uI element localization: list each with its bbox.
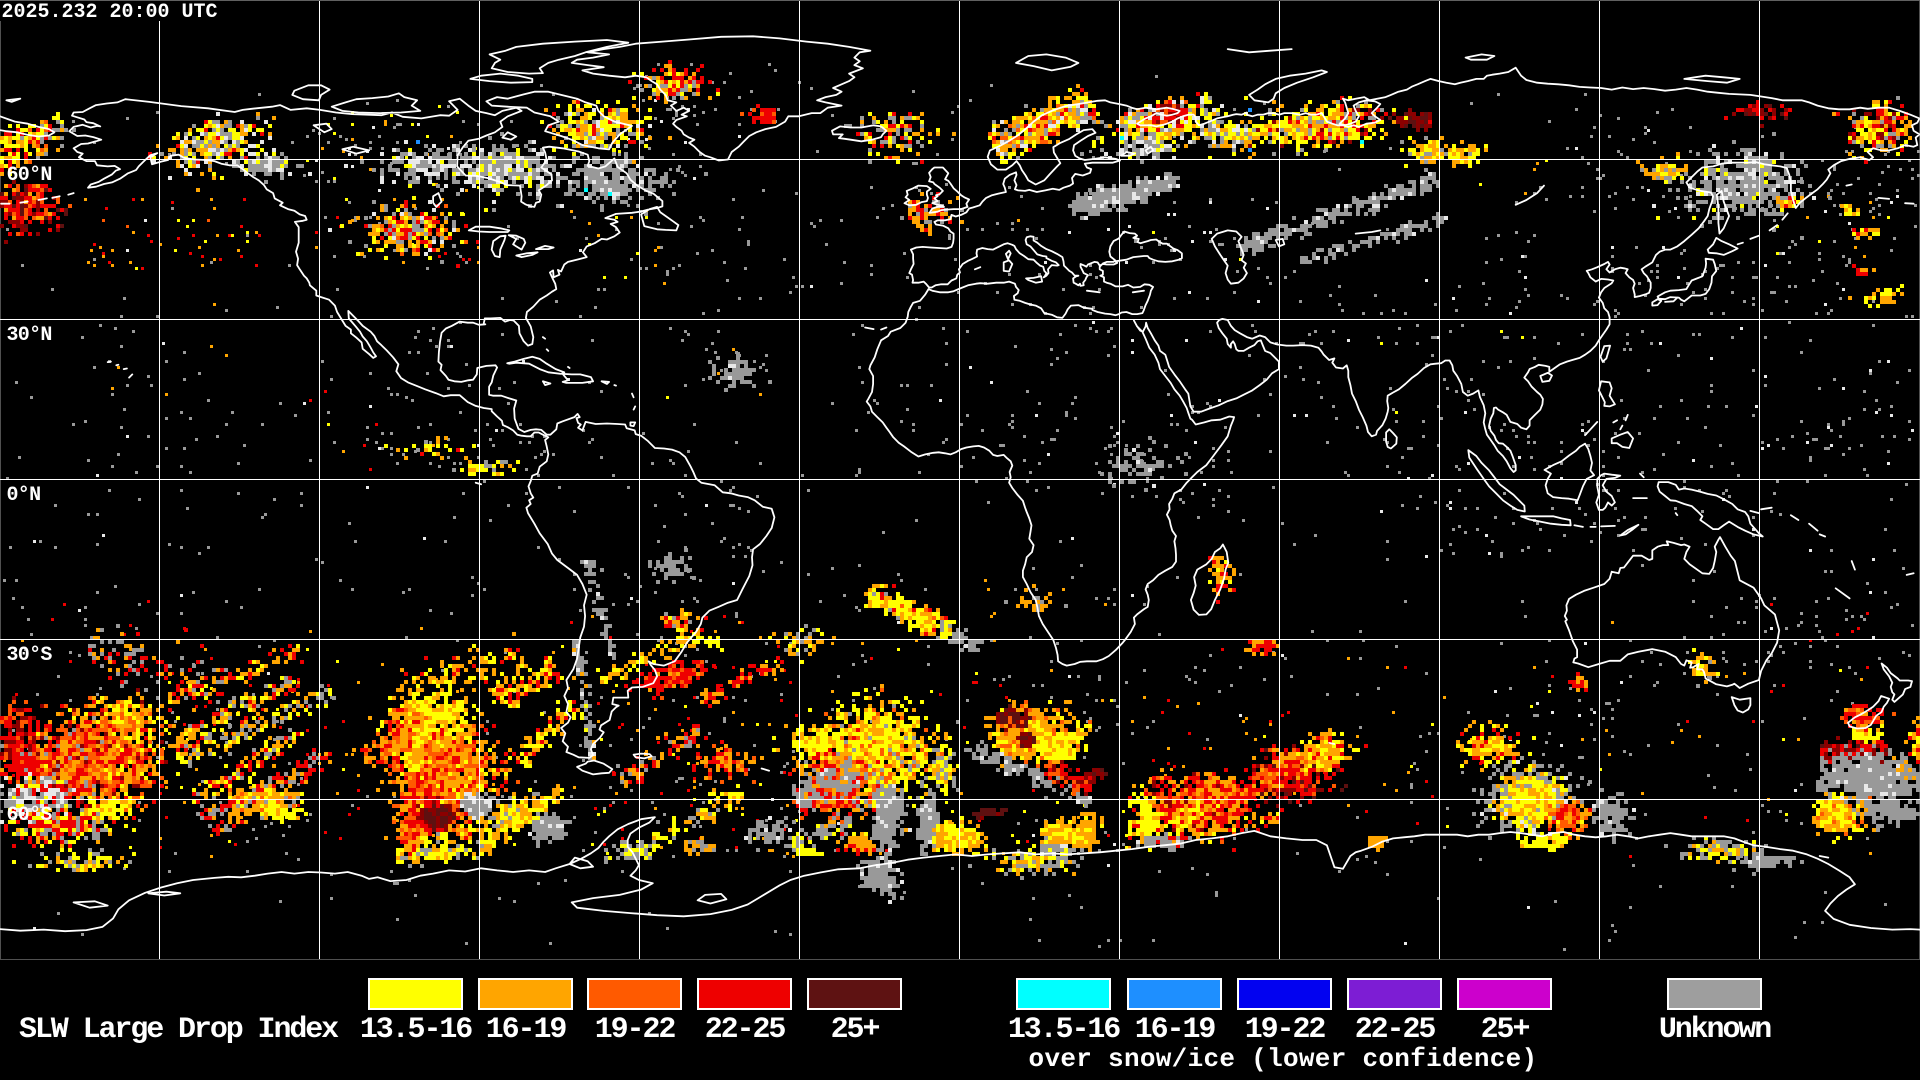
svg-text:19-22: 19-22 xyxy=(1245,1013,1326,1047)
svg-text:SLW Large Drop Index: SLW Large Drop Index xyxy=(19,1013,339,1047)
svg-text:30°N: 30°N xyxy=(7,324,52,347)
svg-text:30°S: 30°S xyxy=(7,644,53,667)
svg-text:13.5-16: 13.5-16 xyxy=(1008,1013,1120,1047)
svg-text:22-25: 22-25 xyxy=(705,1013,786,1047)
svg-text:60°S: 60°S xyxy=(7,804,53,827)
svg-text:60°N: 60°N xyxy=(7,164,52,187)
svg-text:16-19: 16-19 xyxy=(1135,1013,1216,1047)
svg-text:16-19: 16-19 xyxy=(486,1013,567,1047)
svg-text:over snow/ice (lower confidenc: over snow/ice (lower confidence) xyxy=(1029,1044,1538,1074)
svg-text:22-25: 22-25 xyxy=(1355,1013,1436,1047)
svg-text:25+: 25+ xyxy=(1481,1013,1530,1047)
svg-text:13.5-16: 13.5-16 xyxy=(360,1013,472,1047)
svg-text:2025.232 20:00 UTC: 2025.232 20:00 UTC xyxy=(2,1,218,24)
svg-text:25+: 25+ xyxy=(831,1013,880,1047)
svg-text:19-22: 19-22 xyxy=(595,1013,676,1047)
svg-text:0°N: 0°N xyxy=(7,484,41,507)
svg-text:Unknown: Unknown xyxy=(1659,1013,1771,1047)
